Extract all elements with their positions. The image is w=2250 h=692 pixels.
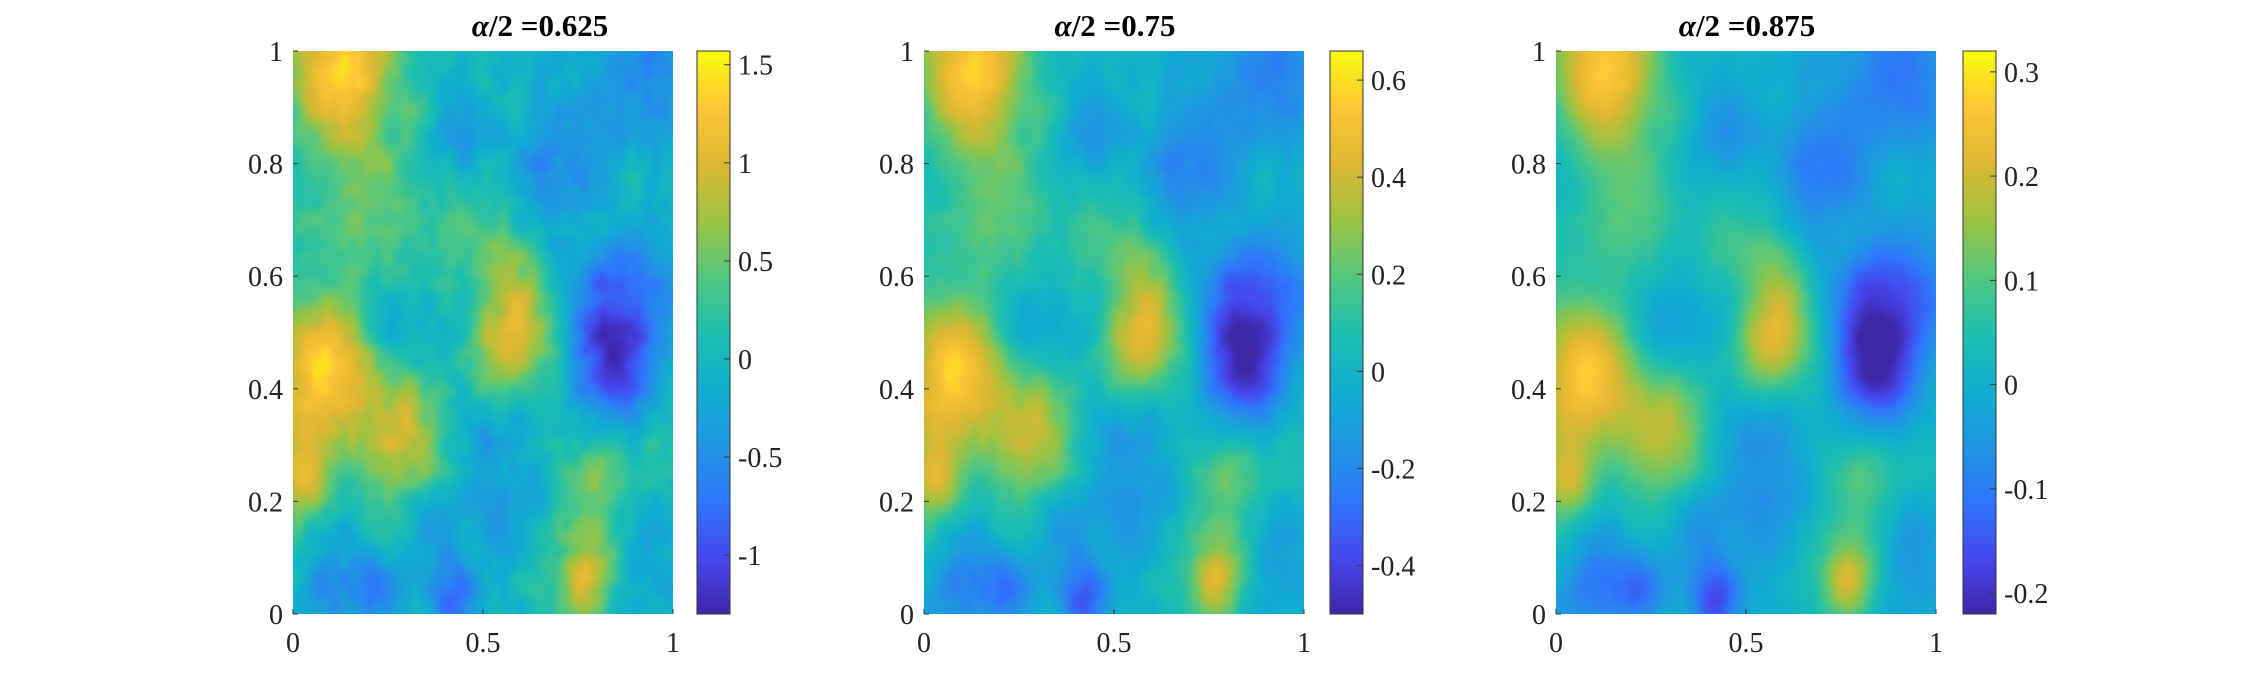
heatmap-panel-3: [1556, 51, 1936, 614]
y-tick-label: 0.2: [248, 487, 283, 518]
y-tick-label: 0.8: [879, 150, 914, 181]
y-tick-label: 0.4: [879, 375, 914, 406]
y-tick-label: 0.6: [1511, 262, 1546, 293]
colorbar-2: [1329, 50, 1364, 615]
y-tick-label: 0.4: [1511, 375, 1546, 406]
colorbar-tick-label: -0.4: [1371, 551, 1415, 582]
colorbar-tick-label: 0.6: [1371, 66, 1406, 97]
y-tick-label: 1: [269, 37, 283, 68]
x-tick-label: 1: [1297, 628, 1311, 659]
colorbar-1: [696, 50, 731, 615]
colorbar-tick-label: 0: [1371, 357, 1385, 388]
x-tick-label: 0.5: [1097, 628, 1132, 659]
colorbar-tick-label: 0.5: [738, 247, 773, 278]
x-tick-label: 1: [1929, 628, 1943, 659]
x-tick-label: 1: [666, 628, 680, 659]
colorbar-tick-label: 0: [2004, 371, 2018, 402]
chart-title-2: α/2 =0.75: [1055, 8, 1176, 43]
y-tick-label: 0.2: [1511, 487, 1546, 518]
y-tick-label: 0.6: [248, 262, 283, 293]
colorbar-tick-label: 0.3: [2004, 58, 2039, 89]
heatmap-panel-2: [924, 51, 1304, 614]
colorbar-tick-label: -1: [738, 541, 761, 572]
x-tick-label: 0: [1549, 628, 1563, 659]
colorbar-tick-label: 1.5: [738, 51, 773, 82]
y-tick-label: 1: [900, 37, 914, 68]
y-tick-label: 0.8: [1511, 150, 1546, 181]
x-tick-label: 0: [286, 628, 300, 659]
y-tick-label: 0: [1532, 600, 1546, 631]
y-tick-label: 0.8: [248, 150, 283, 181]
colorbar-tick-label: -0.1: [2004, 475, 2048, 506]
y-tick-label: 0.2: [879, 487, 914, 518]
y-tick-label: 0: [269, 600, 283, 631]
colorbar-tick-label: -0.2: [2004, 579, 2048, 610]
y-tick-label: 1: [1532, 37, 1546, 68]
y-tick-label: 0.6: [879, 262, 914, 293]
heatmap-panel-1: [293, 51, 673, 614]
colorbar-tick-label: 1: [738, 149, 752, 180]
colorbar-tick-label: 0.2: [2004, 162, 2039, 193]
colorbar-3: [1962, 50, 1997, 615]
x-tick-label: 0: [917, 628, 931, 659]
colorbar-tick-label: 0.4: [1371, 163, 1406, 194]
colorbar-tick-label: 0: [738, 345, 752, 376]
x-tick-label: 0.5: [466, 628, 501, 659]
colorbar-tick-label: -0.2: [1371, 454, 1415, 485]
colorbar-tick-label: 0.2: [1371, 260, 1406, 291]
colorbar-tick-label: -0.5: [738, 443, 782, 474]
chart-title-3: α/2 =0.875: [1679, 8, 1815, 43]
y-tick-label: 0: [900, 600, 914, 631]
y-tick-label: 0.4: [248, 375, 283, 406]
colorbar-tick-label: 0.1: [2004, 266, 2039, 297]
chart-title-1: α/2 =0.625: [472, 8, 608, 43]
x-tick-label: 0.5: [1729, 628, 1764, 659]
